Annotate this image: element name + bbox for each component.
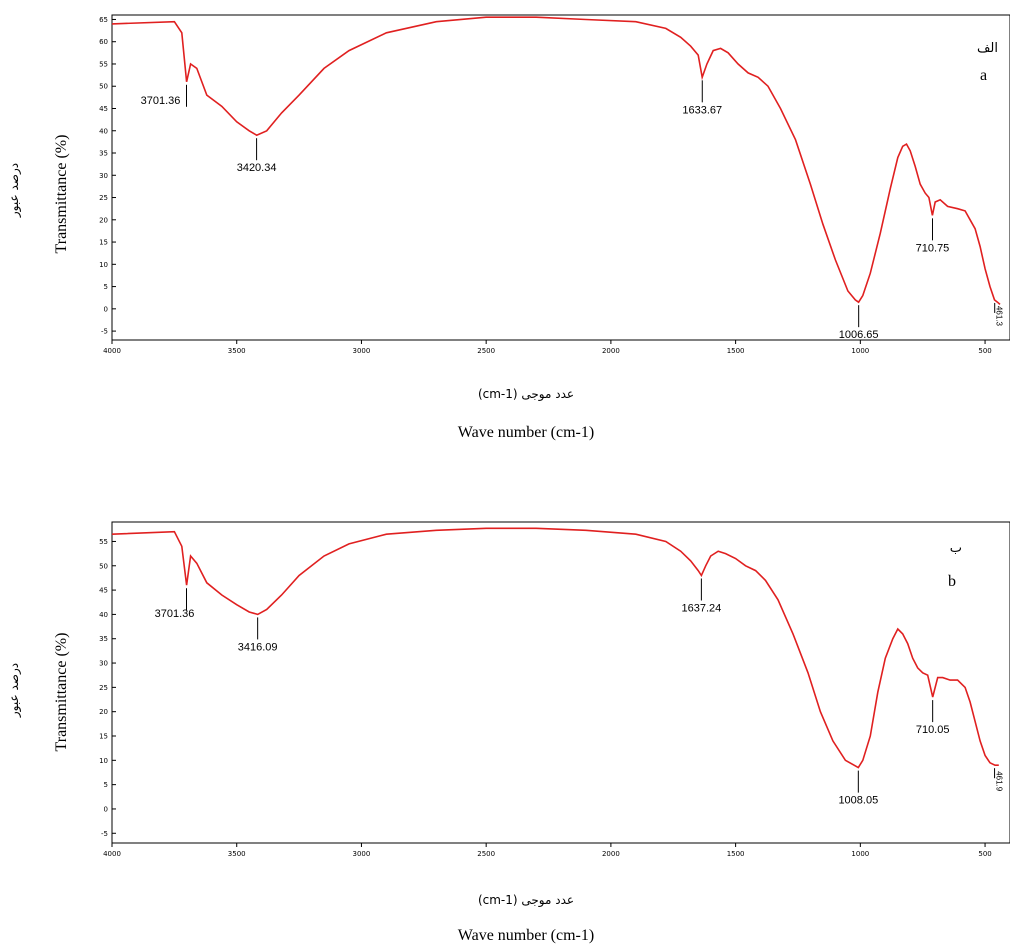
x-tick-label: 3000 <box>353 850 371 858</box>
x-tick-label: 2000 <box>602 347 620 355</box>
y-tick-label: 55 <box>99 60 108 68</box>
y-tick-label: -5 <box>101 830 108 838</box>
plot-frame-b <box>111 521 1010 844</box>
y-tick-label: 30 <box>99 660 108 668</box>
y-tick-label: 20 <box>99 216 108 224</box>
peak-label: 1008.05 <box>838 795 878 807</box>
plot-frame-a <box>111 14 1010 341</box>
x-axis-ticks-b: 4000 3500 3000 2500 2000 1500 1000 500 <box>103 843 992 858</box>
peak-label: 3420.34 <box>237 162 277 174</box>
x-tick-label: 500 <box>978 347 991 355</box>
x-tick-label: 1000 <box>851 347 869 355</box>
x-tick-label: 2000 <box>602 850 620 858</box>
panel-label-b: b <box>948 573 956 590</box>
peak-label: 3701.36 <box>141 95 181 107</box>
x-tick-label: 500 <box>978 850 991 858</box>
y-tick-label: 35 <box>99 635 108 643</box>
y-tick-label: 10 <box>99 757 108 765</box>
y-tick-label: 55 <box>99 538 108 546</box>
peak-label: 1006.65 <box>839 329 879 341</box>
y-tick-label: 30 <box>99 172 108 180</box>
panel-label-a: a <box>980 67 987 84</box>
peak-label: 3416.09 <box>238 641 278 653</box>
y-axis-label-fa-a: درصد عبور <box>7 163 22 218</box>
y-tick-label: 50 <box>99 562 108 570</box>
x-tick-label: 1500 <box>727 347 745 355</box>
x-tick-label: 3000 <box>353 347 371 355</box>
y-tick-label: 45 <box>99 587 108 595</box>
y-axis-label-a: Transmittance (%) <box>53 135 70 254</box>
spectrum-line-b <box>111 527 999 769</box>
y-tick-label: 65 <box>99 16 108 24</box>
peak-label: 461.9 <box>995 771 1004 792</box>
x-axis-ticks-a: 4000 3500 3000 2500 2000 1500 1000 500 <box>103 340 992 355</box>
y-tick-label: 5 <box>104 781 108 789</box>
y-tick-label: 15 <box>99 239 108 247</box>
peak-annotations-a: 3701.36 3420.34 1633.67 1006.65 710.75 461.3 <box>141 80 1004 341</box>
x-axis-label-fa-a: (cm-1) عدد موجی <box>478 387 574 402</box>
peak-annotations-b: 3701.36 3416.09 1637.24 1008.05 710.05 461.9 <box>155 578 1004 807</box>
y-tick-label: 25 <box>99 684 108 692</box>
x-tick-label: 2500 <box>477 850 495 858</box>
x-tick-label: 3500 <box>228 850 246 858</box>
y-tick-label: 35 <box>99 150 108 158</box>
panel-label-fa-a: الف <box>977 41 998 56</box>
y-tick-label: -5 <box>101 328 108 336</box>
peak-label: 1633.67 <box>682 104 722 116</box>
y-tick-label: 15 <box>99 733 108 741</box>
y-tick-label: 60 <box>99 38 108 46</box>
y-tick-label: 25 <box>99 194 108 202</box>
y-tick-label: 20 <box>99 708 108 716</box>
y-tick-label: 40 <box>99 127 108 135</box>
y-tick-label: 10 <box>99 261 108 269</box>
x-tick-label: 4000 <box>103 850 121 858</box>
spectrum-line-a <box>111 16 1001 306</box>
y-axis-label-b: Transmittance (%) <box>53 633 70 752</box>
y-tick-label: 40 <box>99 611 108 619</box>
peak-label: 461.3 <box>995 306 1004 327</box>
peak-label: 3701.36 <box>155 608 195 620</box>
x-tick-label: 2500 <box>477 347 495 355</box>
y-tick-label: 45 <box>99 105 108 113</box>
y-tick-label: 5 <box>104 283 108 291</box>
x-tick-label: 3500 <box>228 347 246 355</box>
peak-label: 710.75 <box>916 242 950 254</box>
y-axis-label-fa-b: درصد عبور <box>7 663 22 718</box>
x-axis-label-a: Wave number (cm-1) <box>458 424 594 441</box>
x-tick-label: 1500 <box>727 850 745 858</box>
x-tick-label: 4000 <box>103 347 121 355</box>
y-tick-label: 0 <box>104 805 108 813</box>
x-tick-label: 1000 <box>851 850 869 858</box>
y-tick-label: 50 <box>99 83 108 91</box>
peak-label: 710.05 <box>916 724 950 736</box>
y-tick-label: 0 <box>104 305 108 313</box>
peak-label: 1637.24 <box>681 603 721 615</box>
x-axis-label-b: Wave number (cm-1) <box>458 927 594 944</box>
panel-label-fa-b: ب <box>950 541 962 556</box>
x-axis-label-fa-b: (cm-1) عدد موجی <box>478 893 574 908</box>
